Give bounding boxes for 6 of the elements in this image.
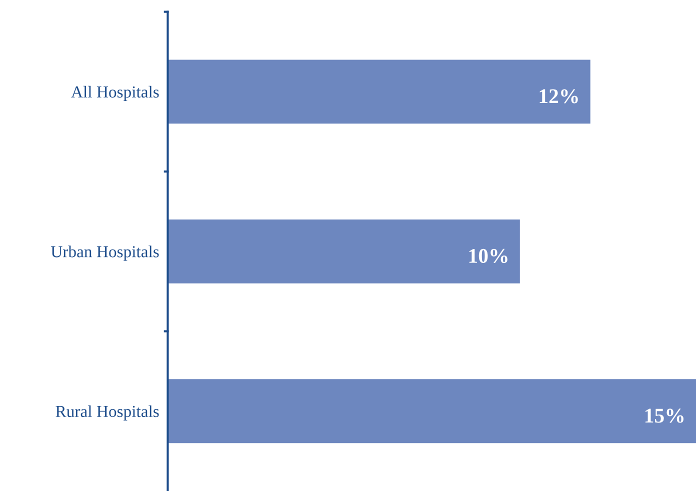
data-label: 10% (469, 248, 508, 264)
y-tick-label: Urban Hospitals (50, 246, 159, 261)
data-label: 12% (540, 89, 578, 104)
data-label: 15% (645, 408, 684, 423)
y-tick-label: All Hospitals (71, 86, 159, 101)
y-tick-label: Rural Hospitals (56, 405, 159, 420)
